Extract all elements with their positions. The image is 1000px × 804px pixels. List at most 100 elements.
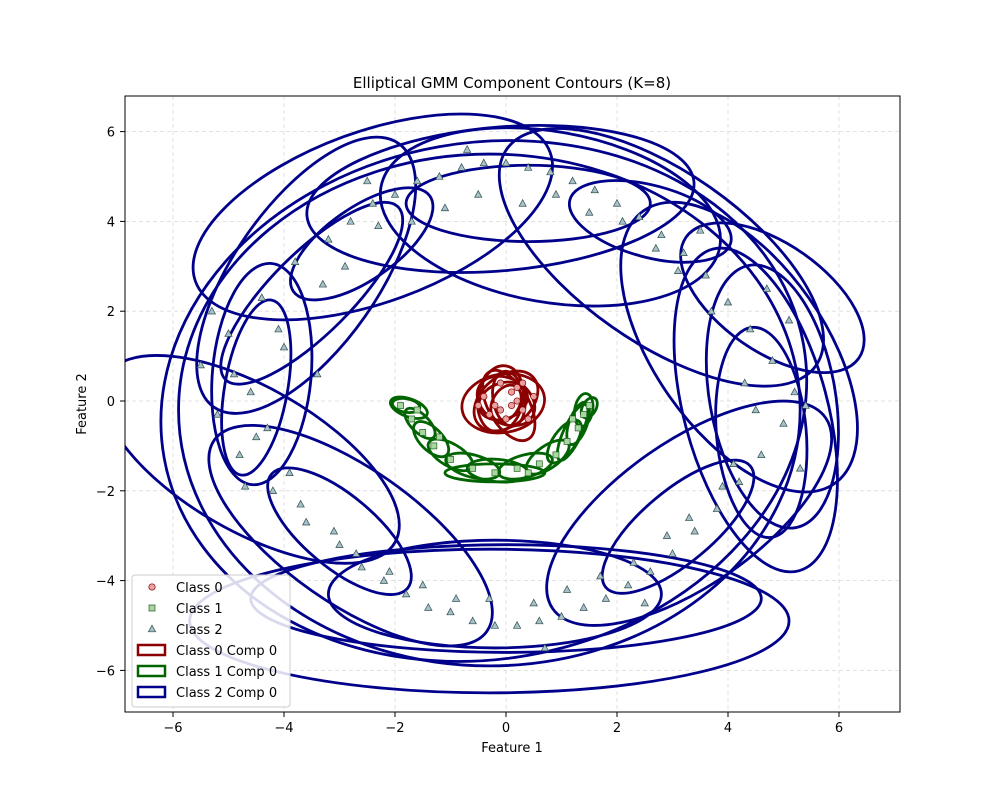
point-class-2 (618, 216, 627, 225)
point-class-0 (513, 397, 521, 405)
point-class-2 (635, 212, 644, 221)
point-class-2 (490, 620, 500, 629)
point-class-2 (457, 162, 466, 171)
chart-title: Elliptical GMM Component Contours (K=8) (353, 74, 671, 92)
point-class-2 (540, 643, 550, 652)
point-class-2 (562, 585, 572, 593)
contour-class-2-comp-0 (326, 538, 663, 650)
point-class-2 (357, 562, 366, 571)
point-class-2 (368, 198, 377, 207)
point-class-2 (518, 198, 527, 207)
point-class-1 (430, 442, 438, 450)
y-tick-label: −4 (96, 575, 115, 590)
point-class-0 (474, 401, 482, 410)
x-tick-label: 2 (613, 721, 621, 736)
contour-class-2-comp-0 (289, 186, 435, 302)
contour-class-2-comp-0 (679, 221, 866, 375)
point-class-1 (408, 415, 415, 423)
point-class-2 (524, 162, 533, 171)
contour-class-2-comp-0 (177, 152, 802, 668)
x-tick-label: 0 (502, 721, 510, 736)
legend: Class 0 Class 1 Class 2 Class 0 Comp 0 Class… (131, 574, 291, 708)
legend-label: Class 2 Comp 0 (176, 686, 277, 701)
point-class-2 (668, 549, 677, 557)
component-contours (125, 112, 866, 695)
legend-label: Class 0 (176, 581, 223, 596)
point-class-2 (462, 145, 472, 153)
contour-class-2-comp-0 (266, 466, 413, 596)
point-class-1 (569, 415, 576, 423)
point-class-0 (519, 406, 527, 414)
point-class-0 (507, 401, 516, 410)
legend-marker-class-0 (148, 583, 156, 591)
point-class-2 (268, 486, 278, 494)
point-class-2 (612, 198, 622, 207)
point-class-2 (240, 481, 250, 490)
contour-class-1-comp-0 (497, 451, 554, 481)
y-tick-label: 6 (107, 126, 115, 141)
point-class-1 (397, 402, 404, 409)
point-class-2 (440, 203, 450, 212)
point-class-2 (657, 230, 666, 239)
point-class-2 (485, 594, 494, 602)
point-class-2 (335, 540, 344, 548)
contour-class-2-comp-0 (305, 124, 696, 274)
point-class-2 (762, 284, 772, 292)
point-class-2 (701, 270, 710, 279)
point-class-1 (524, 469, 532, 477)
point-class-2 (746, 324, 755, 333)
point-class-2 (229, 369, 239, 378)
axis-ticks: −6 −4 −2 0 2 4 6 −6 −4 −2 0 2 4 6 (96, 126, 843, 736)
y-tick-label: 0 (107, 395, 115, 410)
point-class-2 (274, 324, 283, 333)
point-class-0 (496, 379, 505, 387)
point-class-2 (246, 387, 255, 396)
point-class-2 (568, 176, 577, 185)
point-class-2 (779, 418, 788, 427)
contour-class-2-comp-0 (704, 263, 840, 530)
contour-class-2-comp-0 (159, 139, 809, 663)
point-class-2 (734, 477, 744, 485)
point-class-0 (530, 392, 538, 401)
y-axis-label: Feature 2 (75, 373, 90, 435)
point-class-1 (447, 456, 454, 463)
contour-class-1-comp-0 (412, 420, 451, 459)
contour-class-2-comp-0 (195, 135, 418, 415)
point-class-2 (623, 580, 633, 589)
legend-label: Class 2 (176, 623, 223, 638)
point-class-2 (629, 558, 638, 566)
point-class-1 (580, 411, 588, 418)
point-class-0 (491, 401, 499, 410)
point-class-1 (413, 406, 421, 414)
point-class-2 (213, 409, 222, 418)
point-class-2 (263, 423, 272, 432)
point-class-2 (374, 221, 383, 230)
point-class-2 (501, 158, 511, 167)
point-class-2 (673, 266, 683, 274)
point-class-2 (329, 526, 339, 535)
point-class-2 (662, 531, 672, 539)
point-class-2 (751, 405, 760, 414)
point-class-2 (535, 616, 544, 625)
contour-class-2-comp-0 (619, 200, 859, 494)
grid-lines (125, 96, 900, 712)
plot-frame (124, 95, 901, 713)
point-class-2 (723, 297, 733, 306)
point-class-2 (390, 189, 400, 198)
x-axis-label: Feature 1 (481, 741, 543, 756)
point-class-2 (546, 167, 555, 176)
point-class-2 (479, 158, 488, 167)
point-class-2 (363, 176, 372, 185)
contour-class-2-comp-0 (219, 200, 405, 386)
contour-class-2-comp-0 (207, 424, 494, 648)
point-class-2 (235, 450, 244, 459)
point-class-2 (468, 616, 477, 625)
point-class-2 (551, 189, 561, 198)
legend-label: Class 0 Comp 0 (176, 644, 277, 659)
point-class-2 (790, 387, 799, 396)
point-class-0 (513, 383, 521, 392)
point-class-1 (535, 460, 543, 468)
point-class-1 (469, 465, 477, 472)
legend-marker-class-1 (148, 604, 156, 612)
point-class-0 (496, 406, 505, 414)
